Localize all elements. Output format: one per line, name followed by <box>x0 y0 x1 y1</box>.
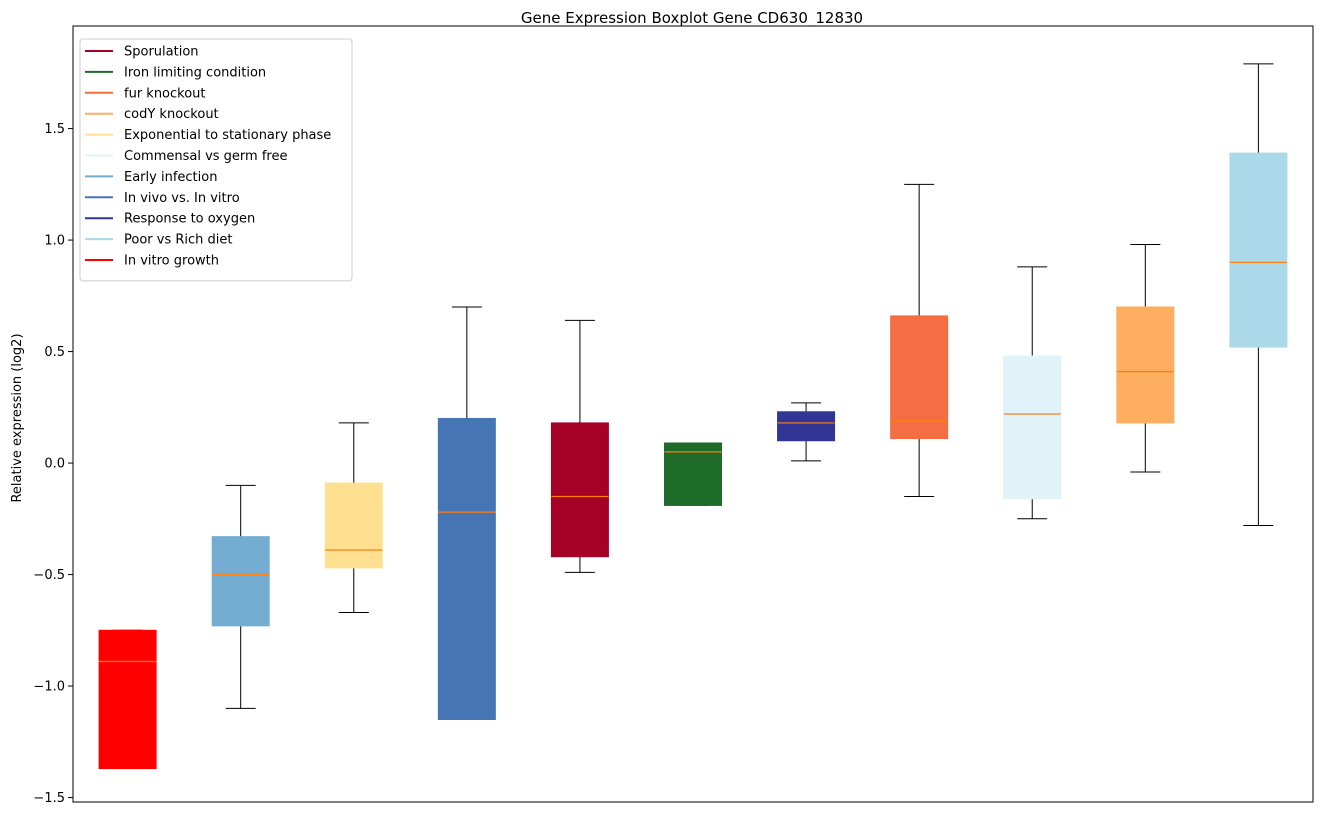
y-tick-label: 0.5 <box>44 345 65 360</box>
box-body <box>211 536 270 627</box>
y-tick-label: −1.0 <box>33 680 65 695</box>
y-tick-label: 1.0 <box>44 234 65 249</box>
y-axis-label: Relative expression (log2) <box>10 333 25 502</box>
box-body <box>98 629 157 770</box>
legend-label: Response to oxygen <box>124 212 255 227</box>
legend-label: In vitro growth <box>124 254 219 269</box>
legend-label: Sporulation <box>124 45 199 60</box>
y-tick-label: −0.5 <box>33 568 65 583</box>
legend-label: codY knockout <box>124 107 219 122</box>
box-7 <box>777 402 836 462</box>
box-body <box>1003 355 1062 500</box>
legend-label: fur knockout <box>124 86 206 101</box>
boxes-group <box>98 63 1288 770</box>
y-tick-label: 0.0 <box>44 457 65 472</box>
plot-frame <box>72 25 1314 803</box>
box-body <box>550 422 609 558</box>
legend-label: In vivo vs. In vitro <box>124 191 240 206</box>
box-body <box>664 442 722 506</box>
chart-title: Gene Expression Boxplot Gene CD630_12830 <box>521 9 863 28</box>
legend-label: Poor vs Rich diet <box>124 233 232 248</box>
legend-label: Iron limiting condition <box>124 65 266 80</box>
y-axis-ticks: −1.5 −1.0 −0.5 0.0 0.5 1.0 1.5 <box>33 122 73 806</box>
box-body <box>890 315 949 440</box>
legend: Sporulation Iron limiting condition fur kn… <box>79 38 353 282</box>
box-body <box>777 411 836 442</box>
box-body <box>437 417 496 720</box>
legend-frame <box>79 38 353 282</box>
box-body <box>324 482 383 569</box>
box-2 <box>211 484 270 709</box>
legend-label: Early infection <box>124 170 217 185</box>
legend-label: Commensal vs germ free <box>124 149 287 164</box>
box-6 <box>664 442 722 506</box>
box-11 <box>1229 63 1288 526</box>
legend-label: Exponential to stationary phase <box>124 128 331 143</box>
box-8 <box>890 183 949 498</box>
y-tick-label: −1.5 <box>33 791 65 806</box>
box-body <box>1229 152 1288 348</box>
box-body <box>1116 306 1175 424</box>
box-3 <box>324 422 383 613</box>
box-1 <box>98 629 157 770</box>
y-tick-label: 1.5 <box>44 122 65 137</box>
box-10 <box>1116 244 1175 473</box>
box-9 <box>1003 266 1062 520</box>
box-4 <box>437 306 496 720</box>
box-5 <box>550 319 609 573</box>
